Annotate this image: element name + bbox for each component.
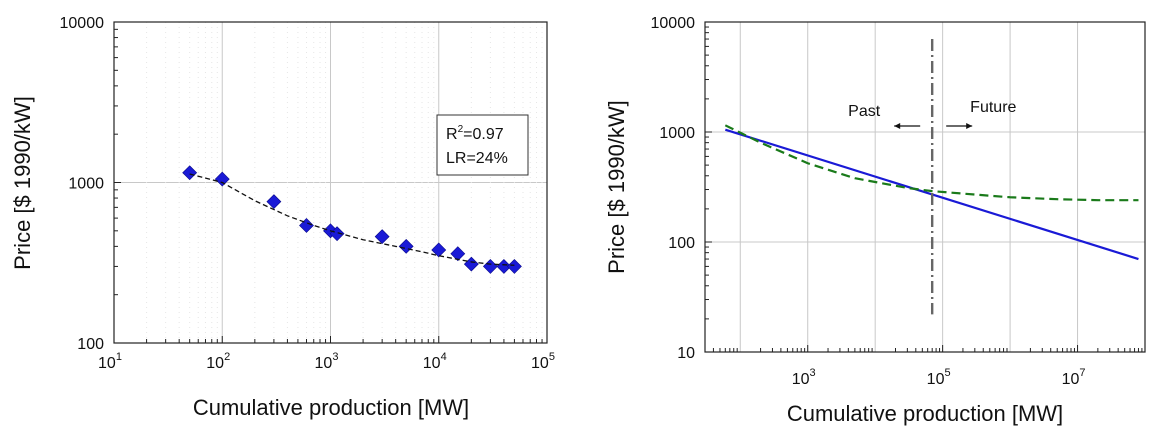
data-point-diamond xyxy=(431,242,447,258)
x-tick-label: 103 xyxy=(315,351,339,372)
y-axis-title: Price [$ 1990/kW] xyxy=(604,100,629,274)
plot-frame xyxy=(704,21,1146,353)
past-label: Past xyxy=(848,103,881,120)
data-point-diamond xyxy=(182,165,198,181)
y-tick-label: 10000 xyxy=(60,15,105,32)
x-tick-label: 102 xyxy=(206,351,230,372)
past-arrow-head xyxy=(894,123,901,129)
y-tick-label: 100 xyxy=(668,235,695,252)
left-chart-panel: 101 102 103 104 105 100 1000 10000 Cumulative pr… xyxy=(10,15,555,420)
y-tick-label: 10 xyxy=(677,345,695,362)
x-tick-label: 105 xyxy=(531,351,555,372)
x-tick-label: 103 xyxy=(792,367,816,388)
y-tick-label: 100 xyxy=(77,336,104,353)
y-tick-label: 10000 xyxy=(651,15,696,32)
data-point-diamond xyxy=(398,238,414,254)
data-point-diamond xyxy=(506,258,522,274)
series-line-dashed xyxy=(724,124,1139,202)
x-axis-title: Cumulative production [MW] xyxy=(193,395,469,420)
x-tick-label: 104 xyxy=(423,351,447,372)
x-tick-label: 105 xyxy=(927,367,951,388)
data-point-diamond xyxy=(482,258,498,274)
stats-box xyxy=(436,114,529,176)
data-point-diamond xyxy=(214,171,230,187)
learning-rate-label: LR=24% xyxy=(446,150,508,167)
future-arrow-head xyxy=(966,123,973,129)
y-axis-title: Price [$ 1990/kW] xyxy=(10,96,35,270)
data-point-diamond xyxy=(374,229,390,245)
r-squared-label: R2=0.97 xyxy=(446,124,504,143)
y-tick-label: 1000 xyxy=(68,176,104,193)
data-point-diamond xyxy=(463,256,479,272)
x-tick-label: 107 xyxy=(1062,367,1086,388)
right-chart-panel: 103 105 107 10 100 1000 10000 Cumulative produc… xyxy=(604,15,1146,426)
y-tick-label: 1000 xyxy=(659,125,695,142)
x-tick-label: 101 xyxy=(98,351,122,372)
data-point-diamond xyxy=(266,194,282,210)
x-axis-title: Cumulative production [MW] xyxy=(787,401,1063,426)
fit-curve xyxy=(189,173,515,266)
future-label: Future xyxy=(970,99,1016,116)
data-point-diamond xyxy=(450,246,466,262)
